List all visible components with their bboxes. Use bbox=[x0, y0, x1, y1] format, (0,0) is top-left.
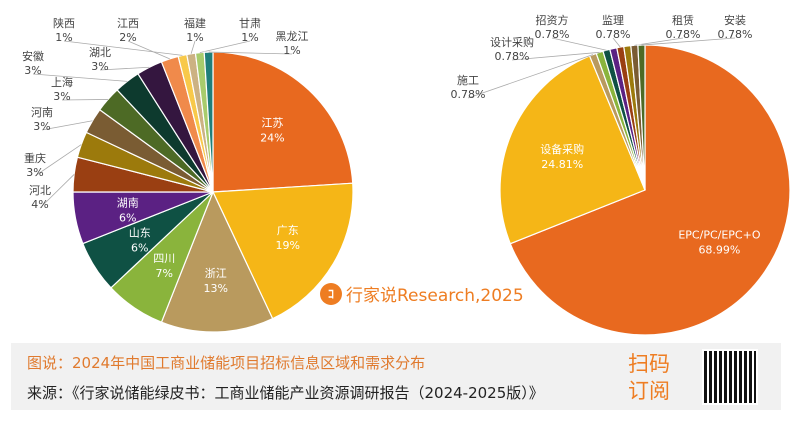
slice-label: 重庆 bbox=[24, 151, 46, 165]
logo-icon: ｺ bbox=[320, 282, 342, 305]
slice-value: 2% bbox=[119, 31, 136, 44]
slice-value: 0.78% bbox=[718, 28, 753, 41]
slice-value: 0.78% bbox=[596, 28, 631, 41]
slice-label: 湖南 bbox=[117, 196, 139, 209]
slice-label: EPC/PC/EPC+O bbox=[678, 228, 760, 241]
slice-label: 浙江 bbox=[205, 267, 227, 280]
slice-value: 6% bbox=[131, 242, 148, 255]
leader-line bbox=[641, 37, 736, 46]
slice-label: 招资方 bbox=[536, 13, 569, 27]
slice-value: 1% bbox=[283, 44, 300, 57]
slice-label: 江苏 bbox=[261, 117, 283, 130]
leader-line bbox=[208, 51, 293, 55]
leader-line bbox=[99, 66, 150, 71]
slice-label: 河北 bbox=[29, 184, 51, 197]
slice-value: 1% bbox=[55, 31, 72, 44]
slice-value: 68.99% bbox=[698, 243, 740, 256]
slice-label: 河南 bbox=[31, 106, 53, 119]
slice-value: 1% bbox=[186, 31, 203, 44]
slice-label: 福建 bbox=[184, 16, 206, 30]
leader-line bbox=[551, 37, 607, 51]
slice-label: 施工 bbox=[457, 74, 479, 87]
leader-line bbox=[127, 40, 170, 60]
leader-line bbox=[190, 40, 196, 54]
watermark-text: 行家说Research,2025 bbox=[346, 286, 524, 306]
leader-line bbox=[63, 40, 183, 56]
source: 来源：《行家说储能绿皮书：工商业储能产业资源调研报告（2024-2025版）》 bbox=[27, 384, 544, 402]
slice-label: 山东 bbox=[129, 227, 151, 240]
leader-line bbox=[467, 54, 594, 99]
slice-label: 江西 bbox=[117, 17, 139, 30]
scan-subscribe[interactable]: 扫码订阅 bbox=[628, 352, 670, 403]
slice-label: 安装 bbox=[724, 13, 746, 27]
watermark: ｺ行家说Research,2025 bbox=[320, 281, 524, 306]
slice-value: 0.78% bbox=[495, 50, 530, 63]
leader-line bbox=[32, 73, 128, 82]
slice-value: 1% bbox=[241, 31, 258, 44]
slice-label: 监理 bbox=[602, 14, 624, 27]
pie-charts: 江苏24%广东19%浙江13%四川7%山东6%湖南6%河北4%重庆3%河南3%上… bbox=[22, 13, 791, 336]
slice-label: 甘肃 bbox=[239, 17, 261, 30]
slice-value: 3% bbox=[26, 166, 43, 179]
slice-value: 0.78% bbox=[535, 28, 570, 41]
slice-label: 广东 bbox=[277, 224, 299, 237]
leader-line bbox=[511, 51, 600, 61]
footer: 图说：2024年中国工商业储能项目招标信息区域和需求分布 来源：《行家说储能绿皮… bbox=[11, 343, 781, 410]
slice-value: 6% bbox=[119, 211, 136, 224]
slice-value: 0.78% bbox=[666, 28, 701, 41]
slice-value: 13% bbox=[203, 282, 227, 295]
slice-value: 0.78% bbox=[451, 88, 486, 101]
leader-line bbox=[34, 144, 82, 177]
leader-line bbox=[39, 174, 75, 209]
slice-value: 19% bbox=[275, 239, 299, 252]
leader-line bbox=[61, 99, 108, 101]
caption: 图说：2024年中国工商业储能项目招标信息区域和需求分布 bbox=[27, 354, 426, 372]
pie-slice bbox=[160, 190, 274, 333]
leader-line bbox=[612, 37, 621, 48]
slice-value: 24.81% bbox=[541, 158, 583, 171]
slice-label: 四川 bbox=[153, 252, 175, 265]
slice-label: 租赁 bbox=[672, 13, 694, 27]
pie-slice bbox=[212, 51, 354, 193]
slice-label: 上海 bbox=[51, 75, 73, 89]
slice-label: 设备采购 bbox=[540, 142, 584, 156]
slice-value: 3% bbox=[24, 64, 41, 77]
slice-label: 安徽 bbox=[22, 49, 44, 63]
slice-value: 3% bbox=[33, 120, 50, 133]
pie-slice bbox=[509, 44, 791, 336]
leader-line bbox=[634, 37, 684, 46]
slice-label: 陕西 bbox=[53, 16, 75, 30]
leader-line bbox=[41, 120, 93, 131]
slice-value: 3% bbox=[91, 60, 108, 73]
pie-slice bbox=[212, 182, 354, 320]
slice-value: 24% bbox=[260, 132, 284, 145]
slice-value: 4% bbox=[31, 198, 48, 211]
slice-label: 湖北 bbox=[89, 46, 111, 59]
leader-line bbox=[199, 40, 251, 54]
slice-value: 7% bbox=[155, 267, 172, 280]
qr-code-icon[interactable] bbox=[702, 349, 758, 405]
slice-label: 设计采购 bbox=[490, 35, 534, 49]
slice-value: 3% bbox=[53, 90, 70, 103]
slice-label: 黑龙江 bbox=[276, 30, 309, 43]
